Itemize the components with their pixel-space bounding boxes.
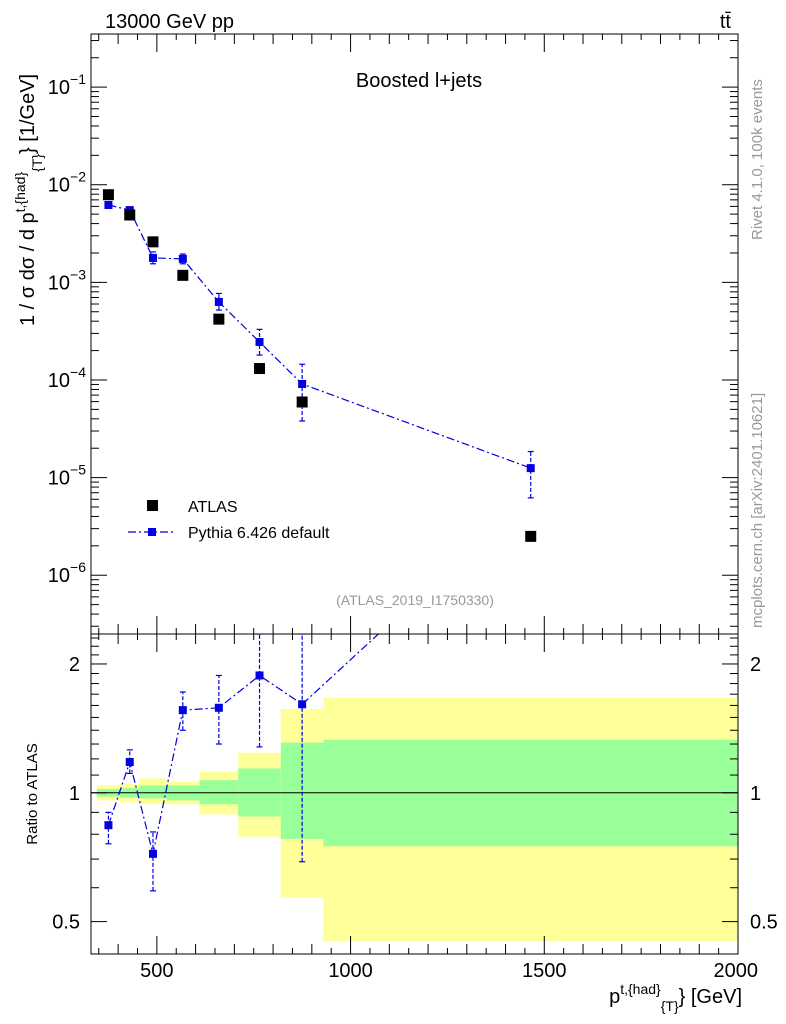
y-tick-label: 10−3 xyxy=(48,266,86,294)
legend-data-marker xyxy=(147,500,158,511)
ratio-line xyxy=(107,634,380,854)
ratio-y-tick-label-right: 0.5 xyxy=(750,912,778,934)
ratio-point xyxy=(125,758,134,767)
ratio-panel: 0.5 0.5 1 1 2 2 500 1000 1500 2000 Ratio to ATLA… xyxy=(24,633,778,1014)
x-tick-label: 1500 xyxy=(522,960,567,982)
ratio-y-axis: 0.5 0.5 1 1 2 2 xyxy=(52,637,778,934)
ratio-series-clip xyxy=(104,634,380,892)
mc-point xyxy=(214,297,223,306)
ratio-uncertainty-bands xyxy=(96,697,738,942)
ratio-y-tick-label: 0.5 xyxy=(52,912,80,934)
data-point xyxy=(254,363,266,375)
data-point xyxy=(213,313,225,325)
y-tick-label: 10−4 xyxy=(48,364,86,392)
y-tick-label: 10−6 xyxy=(48,559,86,587)
legend-mc-marker xyxy=(148,528,156,536)
mc-point xyxy=(148,253,157,262)
legend-data-label: ATLAS xyxy=(188,499,238,516)
ratio-panel-frame xyxy=(90,633,739,955)
ratio-y-tick-label-right: 1 xyxy=(750,783,761,805)
source-label: mcplots.cern.ch [arXiv:2401.10621] xyxy=(749,393,766,628)
energy-label: 13000 GeV pp xyxy=(105,11,234,33)
x-tick-label: 1000 xyxy=(328,960,373,982)
data-series xyxy=(102,189,537,542)
mc-line xyxy=(108,204,531,469)
main-y-axis-label: 1 / σ dσ / d pt,{had}{T}} [1/GeV] xyxy=(12,74,45,326)
data-point xyxy=(177,269,189,281)
x-tick-label: 2000 xyxy=(714,960,759,982)
legend-mc-label: Pythia 6.426 default xyxy=(188,525,330,542)
ratio-y-tick-label: 1 xyxy=(69,783,80,805)
plot-title: Boosted l+jets xyxy=(356,70,482,92)
x-tick-label: 500 xyxy=(140,960,173,982)
data-point xyxy=(525,530,537,542)
ratio-point xyxy=(178,706,187,715)
ratio-point xyxy=(214,703,223,712)
y-tick-label: 10−1 xyxy=(48,71,86,99)
ratio-y-tick-label: 2 xyxy=(69,654,80,676)
x-axis-label: pt,{had}{T}} [GeV] xyxy=(609,981,742,1014)
ratio-band-inner xyxy=(199,780,239,805)
main-x-axis-ticks xyxy=(98,34,739,634)
main-panel: Boosted l+jets (ATLAS_2019_I1750330) 10−… xyxy=(12,33,739,635)
y-tick-label: 10−2 xyxy=(48,169,86,197)
analysis-label: (ATLAS_2019_I1750330) xyxy=(336,592,494,608)
data-point xyxy=(124,209,136,221)
mc-point xyxy=(526,464,535,473)
data-point xyxy=(102,189,114,201)
mc-point xyxy=(178,254,187,263)
mc-point xyxy=(104,201,113,210)
y-tick-label: 10−5 xyxy=(48,462,86,490)
data-point xyxy=(296,396,308,408)
legend: ATLAS Pythia 6.426 default xyxy=(128,499,330,542)
ratio-y-axis-label: Ratio to ATLAS xyxy=(24,743,41,844)
main-panel-frame xyxy=(90,33,739,635)
ratio-band-inner xyxy=(139,785,167,799)
ratio-point xyxy=(255,671,264,680)
mc-point xyxy=(298,379,307,388)
ratio-point xyxy=(104,821,113,830)
rivet-version-label: Rivet 4.1.0, 100k events xyxy=(749,79,766,240)
data-point xyxy=(147,236,159,248)
mc-series xyxy=(104,201,535,499)
ratio-x-axis: 500 1000 1500 2000 xyxy=(98,634,759,982)
ratio-point xyxy=(298,700,307,709)
ratio-point xyxy=(148,849,157,858)
main-y-axis: 10−6 10−5 10−4 10−3 10−2 10−1 xyxy=(48,40,738,627)
process-label: tt̄ xyxy=(720,11,732,33)
mc-point xyxy=(255,337,264,346)
ratio-series xyxy=(104,634,380,892)
ratio-y-tick-label-right: 2 xyxy=(750,654,761,676)
